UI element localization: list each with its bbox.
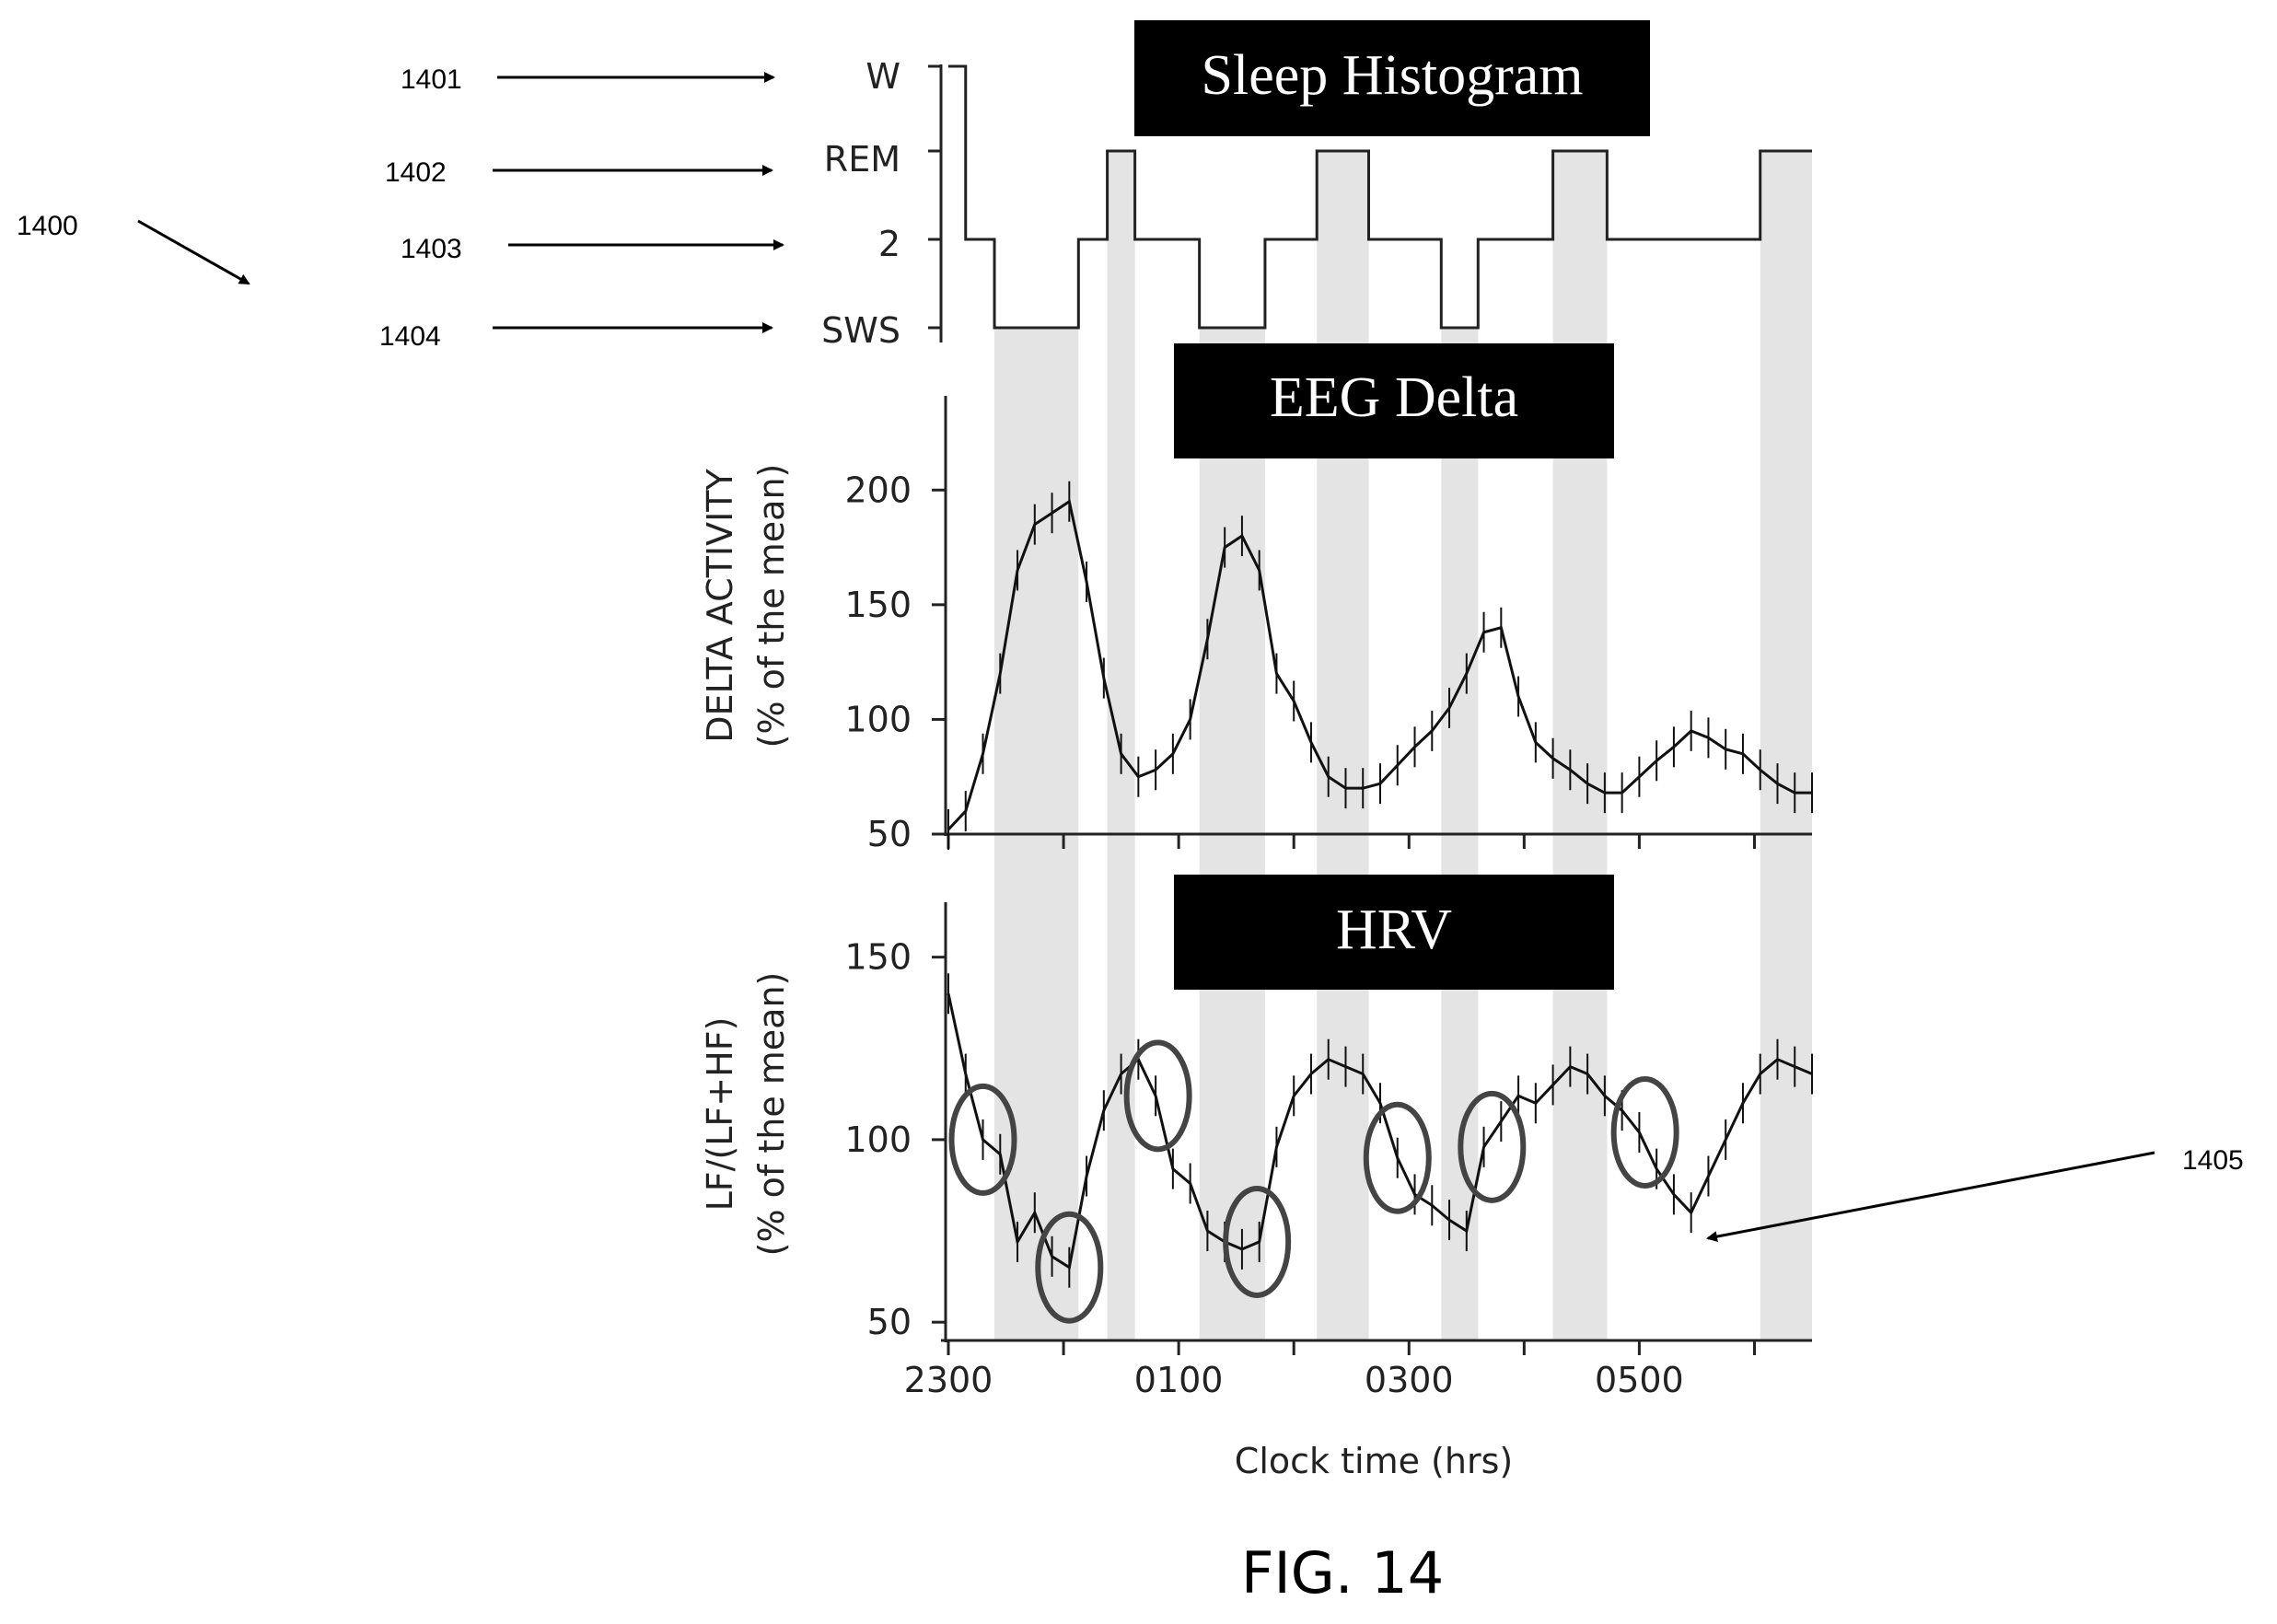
x-tick-label: 0300 [1365, 1360, 1454, 1400]
x-axis-label: Clock time (hrs) [1235, 1441, 1513, 1481]
stage-label-sws: SWS [821, 310, 900, 351]
hrv-highlight-circle [1458, 1090, 1527, 1203]
hrv-x-ticks [947, 1340, 1756, 1355]
stage-label-2: 2 [878, 224, 900, 264]
hrv-y-tick-label: 100 [844, 1119, 912, 1160]
hrv-y-label-line2: (% of the mean) [751, 972, 792, 1257]
title-eeg-delta: EEG Delta [1270, 366, 1518, 429]
hrv-series-line [947, 992, 1813, 1270]
hypnogram-step-line [948, 64, 1812, 330]
x-tick-label: 0100 [1134, 1360, 1224, 1400]
delta-y-ticks: 50 100 150 200 [844, 470, 946, 854]
delta-y-label-line1: DELTA ACTIVITY [700, 468, 740, 742]
delta-y-label-line2: (% of the mean) [751, 464, 792, 748]
eeg-delta-panel: 50 100 150 200 DELTA ACTIVITY (% of the mea… [700, 343, 1813, 854]
x-axis-tick-labels: 2300 0100 0300 0500 [904, 1360, 1684, 1400]
x-tick-label: 0500 [1595, 1360, 1684, 1400]
stage-band-rem [1552, 151, 1608, 1340]
title-box-eeg-delta [1174, 343, 1614, 458]
title-box-hrv [1174, 875, 1614, 990]
delta-series-line [947, 499, 1812, 831]
delta-y-tick-label: 200 [844, 470, 912, 510]
hrv-panel: 50 100 150 LF/(LF+HF) (% of the mean) HRV [700, 875, 1813, 1355]
hrv-highlight-circle [1223, 1185, 1292, 1298]
ref-1400: 1400 [17, 211, 78, 241]
stage-label-rem: REM [824, 139, 900, 180]
title-sleep-histogram: Sleep Histogram [1202, 44, 1584, 107]
title-hrv: HRV [1336, 899, 1452, 961]
ref-1402: 1402 [385, 157, 447, 188]
arrow-1400 [137, 219, 250, 285]
sleep-histogram: W REM 2 SWS Sleep Histogram [821, 20, 1812, 351]
figure-label: FIG. 14 [1241, 1539, 1444, 1607]
sleep-stage-bands [994, 151, 1812, 1340]
x-tick-label: 2300 [904, 1360, 993, 1400]
delta-y-tick-label: 150 [844, 585, 912, 625]
ref-1401: 1401 [401, 64, 462, 95]
hrv-highlight-circle [1123, 1039, 1192, 1153]
hrv-highlight-circle [1035, 1211, 1104, 1324]
hrv-y-tick-label: 50 [867, 1302, 912, 1342]
hrv-y-label: LF/(LF+HF) (% of the mean) [700, 972, 792, 1257]
hrv-highlight-circle [1363, 1101, 1432, 1214]
hrv-highlight-circle [1610, 1075, 1679, 1189]
hrv-y-tick-label: 150 [844, 937, 912, 978]
ref-1403: 1403 [401, 234, 462, 264]
delta-y-label: DELTA ACTIVITY (% of the mean) [700, 464, 792, 748]
arrow-1405 [1706, 1151, 2155, 1243]
stage-band-rem [1317, 151, 1369, 1340]
ref-1405: 1405 [2182, 1145, 2244, 1176]
hrv-y-ticks: 50 100 150 [844, 937, 946, 1342]
hrv-y-label-line1: LF/(LF+HF) [700, 1017, 740, 1212]
title-box-sleep-histogram [1134, 20, 1650, 136]
delta-y-tick-label: 50 [867, 814, 912, 854]
hrv-circled-regions [948, 1039, 1679, 1324]
delta-y-tick-label: 100 [844, 699, 912, 739]
stage-label-w: W [865, 56, 900, 97]
hrv-highlight-circle [948, 1083, 1017, 1196]
stage-band-rem [1760, 151, 1812, 1340]
ref-1404: 1404 [379, 321, 441, 352]
